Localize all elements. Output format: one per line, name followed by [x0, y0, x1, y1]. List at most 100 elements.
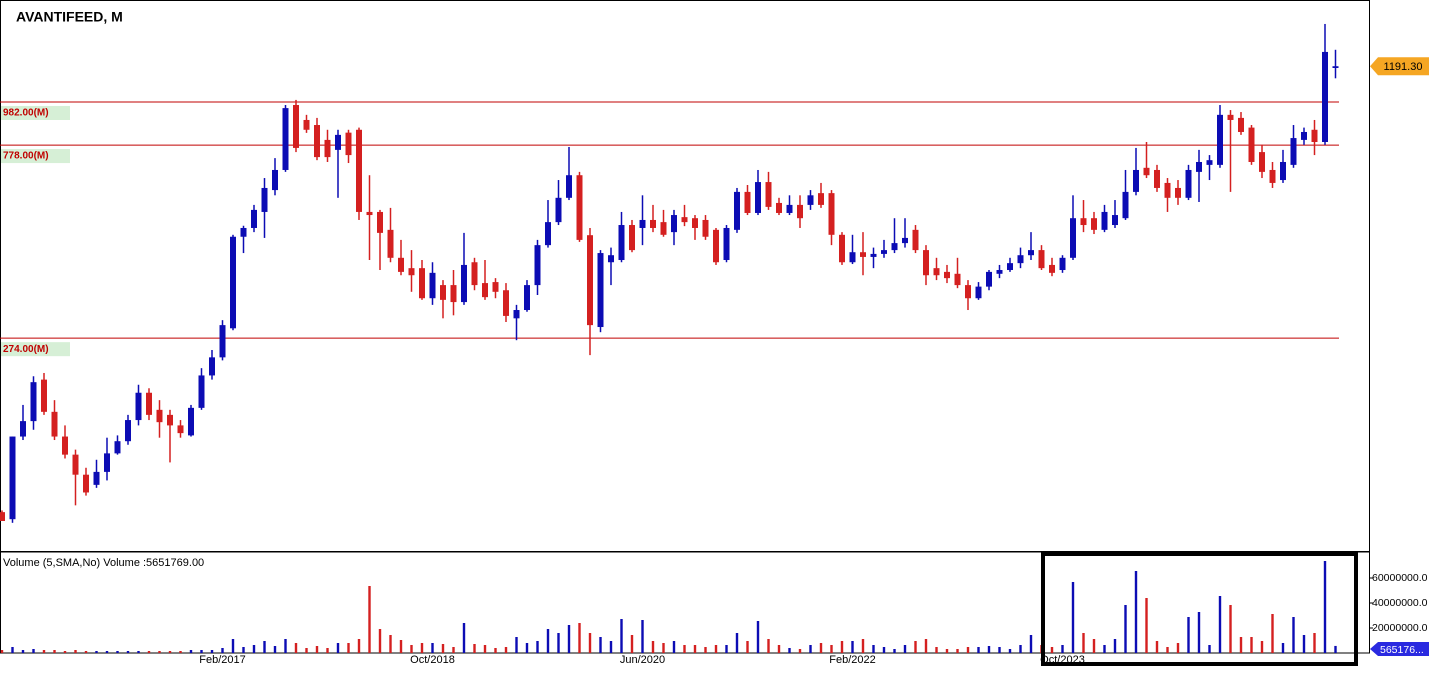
candle-body	[1248, 127, 1255, 162]
volume-bar	[294, 643, 298, 653]
candle-body	[230, 236, 236, 329]
candle-body	[723, 227, 730, 261]
volume-bar	[1292, 617, 1295, 653]
candle-body	[744, 191, 751, 213]
volume-bar	[95, 651, 98, 653]
volume-bar	[798, 649, 802, 653]
volume-title: Volume (5,SMA,No) Volume :5651769.00	[3, 557, 204, 569]
candle-body	[335, 134, 341, 150]
volume-bar	[840, 641, 844, 653]
volume-bar	[0, 650, 4, 653]
candle-body	[1185, 169, 1192, 198]
volume-bar	[725, 645, 728, 653]
candle-body	[566, 175, 572, 198]
volume-bar	[777, 645, 781, 653]
volume-bar	[536, 641, 539, 653]
candle-body	[387, 229, 394, 258]
candle-body	[503, 290, 509, 316]
candle-body	[933, 268, 940, 276]
x-tick-label: Feb/2022	[829, 654, 875, 666]
volume-bar	[231, 639, 235, 653]
candle-body	[303, 119, 310, 130]
candle-body	[188, 407, 194, 436]
candle-body	[20, 421, 26, 437]
candle-body	[1059, 257, 1066, 271]
candle-body	[891, 243, 898, 251]
volume-bar	[1050, 647, 1054, 653]
volume-bar	[977, 647, 980, 653]
candle-body	[314, 125, 320, 158]
volume-bar	[1229, 605, 1232, 653]
volume-panel	[0, 551, 1370, 654]
candle-body	[408, 268, 415, 276]
highlight-box	[1041, 552, 1358, 666]
candle-body	[492, 282, 499, 292]
candle-body	[1164, 182, 1171, 198]
y-tick-label: 60000000.0	[1372, 572, 1428, 584]
candle-body	[1122, 191, 1129, 219]
volume-bar	[987, 646, 991, 653]
candle-body	[177, 425, 184, 434]
candle-body	[912, 229, 919, 251]
candle-body	[104, 453, 110, 472]
candle-body	[429, 272, 436, 299]
volume-bar	[1029, 635, 1033, 653]
volume-bar	[410, 645, 413, 653]
candle-body	[482, 283, 488, 298]
volume-bar	[326, 648, 329, 653]
candle-body	[377, 211, 383, 233]
candle-body	[954, 273, 961, 286]
candle-body	[125, 420, 131, 442]
volume-bar	[651, 641, 655, 653]
volume-bar	[882, 647, 886, 653]
candle-body	[1143, 167, 1150, 176]
volume-bar	[956, 649, 959, 653]
volume-bar	[473, 644, 476, 653]
marks: 982.00(M) 778.00(M) 274.00(M) Feb/2017 Oct/2…	[0, 23, 1429, 666]
volume-bar	[1197, 612, 1201, 653]
volume-bar	[158, 651, 161, 653]
candle-body	[366, 211, 373, 216]
volume-bar	[210, 650, 214, 653]
candle-body	[555, 197, 562, 223]
volume-bar	[525, 643, 529, 653]
candle-body	[975, 286, 982, 299]
volume-bar	[357, 639, 361, 653]
volume-bar	[693, 645, 697, 653]
candle-body	[209, 357, 215, 376]
volume-bar	[1092, 639, 1096, 653]
candle-body	[807, 195, 814, 205]
candle-body	[524, 285, 530, 311]
volume-bar	[420, 643, 424, 653]
volume-bar	[1250, 637, 1253, 653]
candle-body	[1238, 117, 1244, 132]
volume-tag-label: 565176...	[1380, 644, 1424, 656]
candle-body	[1311, 129, 1318, 142]
price-tag	[1370, 57, 1429, 76]
volume-bar	[32, 649, 35, 653]
volume-bar	[263, 641, 266, 653]
volume-bar	[221, 648, 224, 653]
candle-body	[986, 271, 992, 287]
candle-body	[660, 222, 667, 235]
candle-body	[1332, 66, 1339, 68]
candle-body	[398, 257, 404, 272]
candle-body	[1133, 169, 1139, 192]
candle-body	[1206, 160, 1213, 165]
volume-bar	[494, 648, 497, 653]
x-tick-label: Oct/2018	[410, 654, 455, 666]
candle-body	[870, 253, 877, 257]
candle-body	[240, 227, 247, 237]
candle-body	[51, 411, 58, 437]
candle-body	[1017, 255, 1024, 264]
volume-bar	[63, 651, 67, 653]
candle-body	[576, 175, 583, 240]
volume-bar	[683, 645, 686, 653]
level-label: 778.00(M)	[3, 151, 49, 162]
volume-bar	[546, 629, 550, 653]
candle-body	[1007, 263, 1013, 271]
volume-bar	[641, 620, 644, 653]
level-label-box	[1, 105, 70, 120]
candle-body	[219, 325, 226, 358]
volume-bar	[924, 639, 928, 653]
